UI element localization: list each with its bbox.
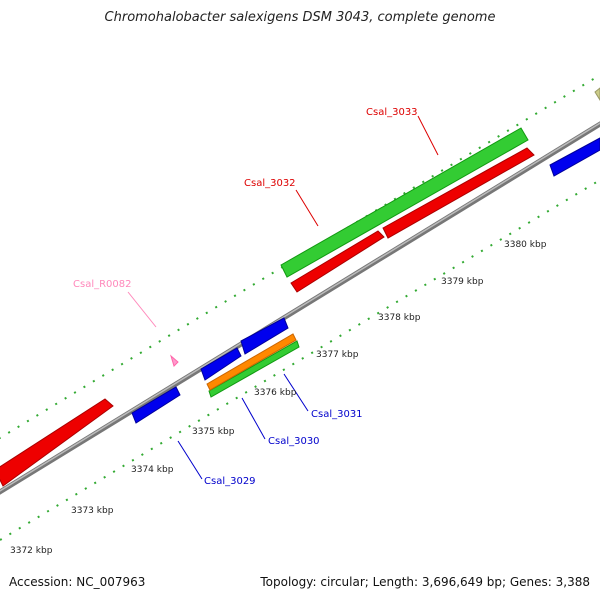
label-leaders [127, 115, 439, 480]
gene-label-csal-3030[interactable]: Csal_3030 [268, 436, 320, 447]
gene-label-csal-3029[interactable]: Csal_3029 [204, 476, 256, 487]
gene-label-csal-3031[interactable]: Csal_3031 [311, 409, 363, 420]
green-feature[interactable] [280, 127, 529, 278]
gene-label-csal-3032[interactable]: Csal_3032 [244, 178, 296, 189]
kbp-label: 3374 kbp [131, 465, 174, 475]
forward-cds-track [0, 147, 535, 487]
topology-text: Topology: circular; Length: 3,696,649 bp… [260, 575, 590, 589]
cds-feature-blue[interactable] [131, 386, 181, 424]
rna-feature[interactable] [170, 354, 179, 367]
gene-label-csal-r0082[interactable]: Csal_R0082 [73, 279, 132, 290]
orange-feature[interactable] [206, 333, 297, 391]
green-feature[interactable] [208, 340, 300, 398]
map-title: Chromohalobacter salexigens DSM 3043, co… [104, 10, 496, 25]
accession-text: Accession: NC_007963 [9, 575, 146, 589]
cds-feature-red[interactable] [0, 398, 114, 487]
cds-feature-red[interactable] [382, 147, 535, 239]
kbp-label: 3376 kbp [254, 388, 297, 398]
kbp-label: 3379 kbp [441, 277, 484, 287]
scale-labels: 3372 kbp 3373 kbp 3374 kbp 3375 kbp 3376… [10, 240, 547, 556]
inner-tick-track [0, 179, 600, 541]
green-feature-track [206, 127, 529, 398]
kbp-label: 3378 kbp [378, 313, 421, 323]
misc-feature[interactable] [594, 87, 600, 101]
gene-labels: Csal_3033 Csal_3032 Csal_R0082 Csal_3031… [73, 107, 418, 487]
cds-feature-blue[interactable] [549, 137, 600, 177]
kbp-label: 3380 kbp [504, 240, 547, 250]
kbp-label: 3377 kbp [316, 350, 359, 360]
kbp-label: 3373 kbp [71, 506, 114, 516]
reverse-cds-track [131, 137, 600, 424]
cds-feature-blue[interactable] [200, 347, 242, 381]
cds-feature-red[interactable] [290, 230, 385, 293]
gene-label-csal-3033[interactable]: Csal_3033 [366, 107, 418, 118]
kbp-label: 3372 kbp [10, 546, 53, 556]
genome-backbone [0, 121, 600, 495]
cds-feature-blue[interactable] [240, 317, 289, 355]
kbp-label: 3375 kbp [192, 427, 235, 437]
